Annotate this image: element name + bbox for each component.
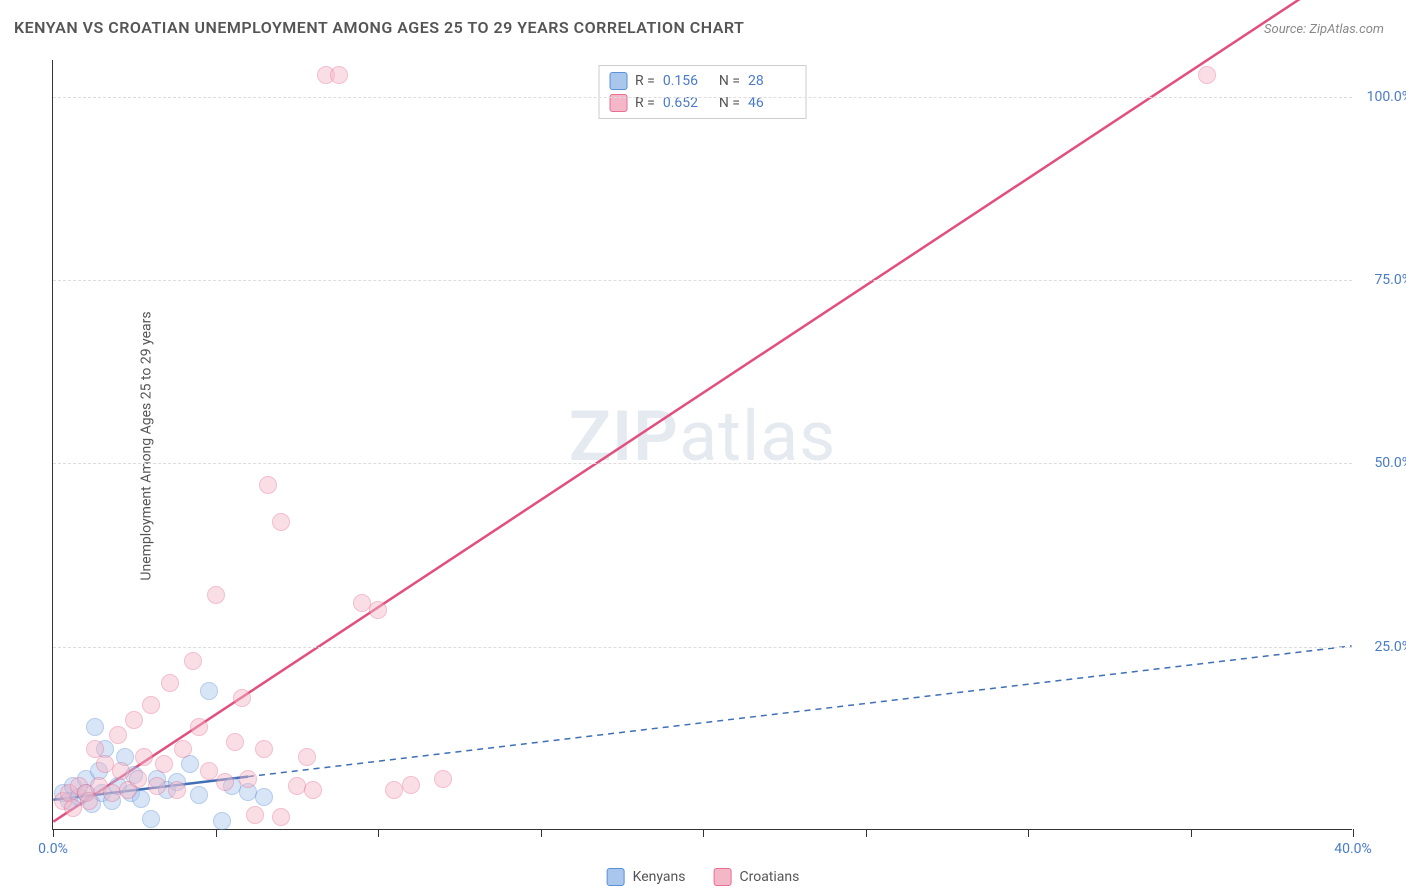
grid-line <box>53 463 1352 464</box>
data-point <box>155 755 173 773</box>
x-tick <box>541 829 542 837</box>
data-point <box>109 726 127 744</box>
data-point <box>129 770 147 788</box>
x-tick <box>53 829 54 837</box>
data-point <box>142 696 160 714</box>
legend-swatch <box>609 72 627 90</box>
legend-label: Kenyans <box>633 869 686 885</box>
r-value: 0.156 <box>663 73 711 89</box>
n-value: 28 <box>748 73 796 89</box>
data-point <box>246 806 264 824</box>
data-point <box>272 513 290 531</box>
data-point <box>207 586 225 604</box>
data-point <box>190 718 208 736</box>
data-point <box>86 718 104 736</box>
legend-label: Croatians <box>739 869 799 885</box>
grid-line <box>53 280 1352 281</box>
data-point <box>200 682 218 700</box>
trend-lines-layer <box>53 60 1352 829</box>
data-point <box>216 773 234 791</box>
legend-swatch <box>713 868 731 886</box>
source-attribution: Source: ZipAtlas.com <box>1264 22 1384 37</box>
x-tick <box>703 829 704 837</box>
y-tick-label: 25.0% <box>1357 639 1406 655</box>
chart-title: KENYAN VS CROATIAN UNEMPLOYMENT AMONG AG… <box>14 18 744 37</box>
data-point <box>369 601 387 619</box>
grid-line <box>53 97 1352 98</box>
data-point <box>184 652 202 670</box>
data-point <box>174 740 192 758</box>
x-tick <box>216 829 217 837</box>
legend-item: Kenyans <box>607 868 686 886</box>
x-tick <box>1353 829 1354 837</box>
data-point <box>103 784 121 802</box>
stats-legend-row: R =0.652N =46 <box>609 92 796 114</box>
data-point <box>125 711 143 729</box>
stats-legend: R = 0.156 N = 28 R =0.652N =46 <box>598 65 807 119</box>
watermark-zip: ZIP <box>569 395 679 477</box>
data-point <box>330 66 348 84</box>
data-point <box>288 777 306 795</box>
r-label: R = <box>635 73 655 89</box>
data-point <box>259 476 277 494</box>
x-tick <box>866 829 867 837</box>
x-tick <box>378 829 379 837</box>
stats-legend-row: R = 0.156 N = 28 <box>609 70 796 92</box>
data-point <box>226 733 244 751</box>
data-point <box>304 781 322 799</box>
x-tick-label: 40.0% <box>1334 841 1372 857</box>
data-point <box>434 770 452 788</box>
data-point <box>64 799 82 817</box>
watermark-atlas: atlas <box>679 395 836 477</box>
data-point <box>255 740 273 758</box>
grid-line <box>53 647 1352 648</box>
series-legend: Kenyans Croatians <box>607 868 800 886</box>
data-point <box>402 776 420 794</box>
y-tick-label: 50.0% <box>1357 455 1406 471</box>
data-point <box>255 788 273 806</box>
data-point <box>135 748 153 766</box>
x-tick <box>1191 829 1192 837</box>
data-point <box>272 808 290 826</box>
data-point <box>161 674 179 692</box>
data-point <box>213 812 231 830</box>
data-point <box>239 770 257 788</box>
data-point <box>1198 66 1216 84</box>
n-label: N = <box>719 73 740 89</box>
plot-area: ZIPatlas R =0.156N =28R =0.652N =46 25.0… <box>52 60 1352 830</box>
data-point <box>142 810 160 828</box>
data-point <box>168 781 186 799</box>
watermark: ZIPatlas <box>569 395 837 477</box>
data-point <box>233 689 251 707</box>
y-tick-label: 100.0% <box>1357 89 1406 105</box>
data-point <box>200 762 218 780</box>
x-tick <box>1028 829 1029 837</box>
data-point <box>298 748 316 766</box>
legend-swatch <box>607 868 625 886</box>
data-point <box>148 777 166 795</box>
legend-item: Croatians <box>713 868 799 886</box>
data-point <box>190 786 208 804</box>
x-tick-label: 0.0% <box>38 841 68 857</box>
y-tick-label: 75.0% <box>1357 272 1406 288</box>
